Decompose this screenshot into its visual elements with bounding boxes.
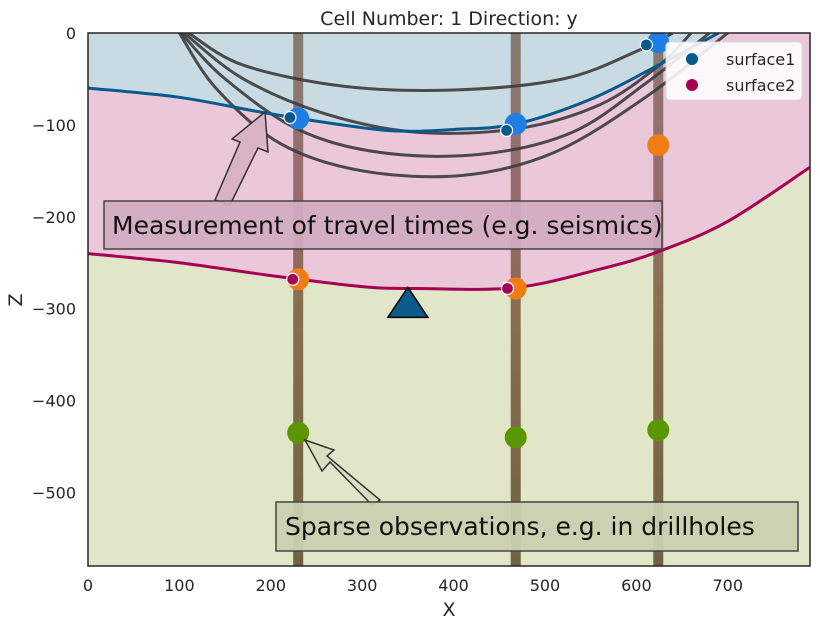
drillhole-core-2 bbox=[510, 33, 521, 566]
x-tick-200: 200 bbox=[256, 576, 287, 595]
section-marker-triangle bbox=[386, 285, 430, 319]
drillhole-obs-blue-3 bbox=[647, 33, 670, 54]
callout-arrow-drillholes bbox=[303, 438, 382, 506]
drillhole-obs-green-3 bbox=[647, 418, 670, 441]
travel-time-contour-3 bbox=[180, 33, 711, 158]
legend-marker-surface1 bbox=[686, 53, 698, 65]
y-tick-minus-400: −400 bbox=[32, 392, 76, 411]
legend-marker-surface2 bbox=[686, 79, 698, 91]
y-axis-label: Z bbox=[5, 293, 27, 306]
callout-box-drillholes bbox=[275, 501, 799, 552]
surface2-point-1 bbox=[286, 272, 300, 286]
y-tick-minus-500: −500 bbox=[32, 483, 76, 502]
layer-top bbox=[88, 33, 719, 132]
callout-arrow-seismics bbox=[213, 110, 269, 206]
y-tick-minus-100: −100 bbox=[32, 116, 76, 135]
x-axis-label: X bbox=[442, 599, 455, 621]
drillhole-obs-green-2 bbox=[504, 426, 527, 449]
x-tick-400: 400 bbox=[438, 576, 469, 595]
surface1-point-1 bbox=[283, 110, 297, 125]
surface1-point-3 bbox=[639, 38, 654, 52]
callout-text-seismics: Measurement of travel times (e.g. seismi… bbox=[112, 211, 663, 240]
x-tick-300: 300 bbox=[347, 576, 378, 595]
callout-seismics: Measurement of travel times (e.g. seismi… bbox=[103, 110, 663, 250]
y-tick-minus-300: −300 bbox=[32, 300, 76, 319]
x-tick-500: 500 bbox=[530, 576, 561, 595]
callout-text-drillholes: Sparse observations, e.g. in drillholes bbox=[285, 512, 755, 541]
surface1-line bbox=[88, 33, 720, 133]
legend-label-surface2: surface2 bbox=[726, 76, 795, 95]
drillhole-obs-orange-3 bbox=[647, 134, 670, 157]
surface2-line bbox=[88, 165, 810, 291]
drillhole-core-3 bbox=[653, 33, 664, 566]
travel-time-contour-1 bbox=[187, 33, 674, 93]
drillhole-obs-green-1 bbox=[287, 421, 310, 444]
legend-label-surface1: surface1 bbox=[726, 50, 795, 69]
chart-title: Cell Number: 1 Direction: y bbox=[320, 8, 578, 30]
x-tick-700: 700 bbox=[712, 576, 743, 595]
legend-box bbox=[665, 41, 803, 101]
travel-time-contour-4 bbox=[178, 33, 729, 179]
plot-frame bbox=[87, 32, 811, 567]
drillhole-core-1 bbox=[293, 33, 304, 566]
surface2-point-2 bbox=[500, 281, 515, 296]
surface1-point-2 bbox=[499, 123, 514, 138]
travel-time-contour-2 bbox=[183, 33, 693, 135]
legend: surface1 surface2 bbox=[665, 41, 803, 101]
callout-drillholes: Sparse observations, e.g. in drillholes bbox=[275, 438, 799, 552]
y-tick-0: 0 bbox=[66, 24, 76, 43]
y-tick-minus-200: −200 bbox=[32, 208, 76, 227]
callout-box-seismics bbox=[103, 200, 663, 250]
x-tick-100: 100 bbox=[164, 576, 195, 595]
x-tick-0: 0 bbox=[83, 576, 93, 595]
x-tick-600: 600 bbox=[621, 576, 652, 595]
